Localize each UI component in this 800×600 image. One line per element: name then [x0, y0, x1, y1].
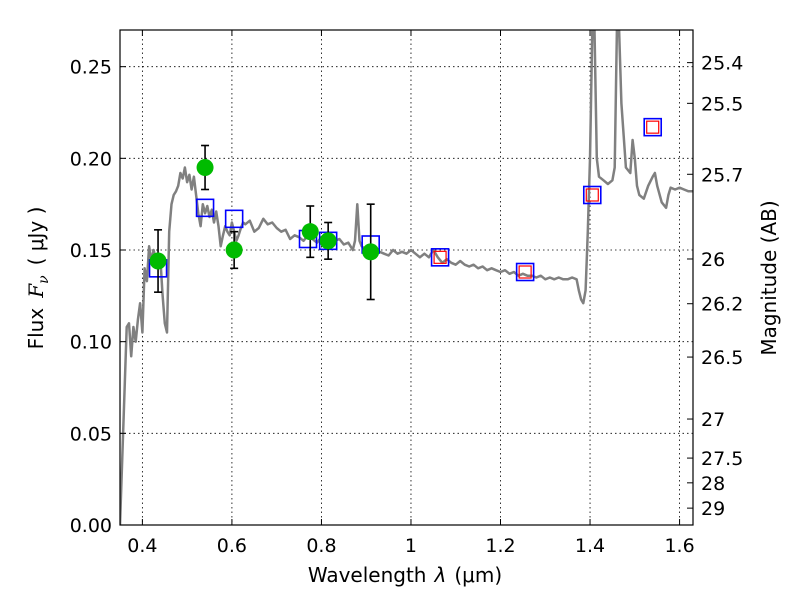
model-square-marker	[582, 185, 602, 205]
observed-circle-marker	[362, 243, 380, 261]
x-tick-label: 1	[405, 535, 417, 557]
axis-layer: 0.4 0.6 0.8 1 1.2 1.4 1.6 0.00 0.05 0.10 0.15 0.20 0…	[70, 29, 743, 557]
model-square-marker	[224, 209, 244, 229]
observed-square-marker	[518, 265, 532, 279]
y-tick-label: 0.10	[70, 332, 112, 354]
observed-circle-marker	[149, 252, 167, 270]
y-tick-label: 0.00	[70, 515, 112, 537]
model-square-marker	[515, 262, 535, 282]
spectrum-line	[120, 30, 693, 525]
x-tick-label: 0.6	[217, 535, 247, 557]
observed-circle-marker	[301, 223, 319, 241]
magnitude-tick-label: 26.5	[701, 347, 743, 369]
magnitude-tick-label: 26.2	[701, 294, 743, 316]
magnitude-tick-label: 28	[701, 473, 725, 495]
magnitude-tick-label: 29	[701, 498, 725, 520]
plot-layer	[120, 30, 693, 525]
model-square-marker	[643, 117, 663, 137]
observed-square-marker	[646, 120, 660, 134]
y-tick-label: 0.25	[70, 57, 112, 79]
observed-circle-marker	[319, 232, 337, 250]
plot-area	[120, 30, 693, 525]
x-tick-label: 0.4	[127, 535, 157, 557]
grid-layer	[120, 30, 693, 526]
observed-circle-marker	[225, 241, 243, 259]
model-square-marker	[430, 248, 450, 267]
x-tick-label: 0.8	[306, 535, 336, 557]
y2-axis-label: Magnitude (AB)	[757, 200, 781, 355]
plot-frame	[119, 29, 694, 526]
observed-circle-marker	[196, 159, 214, 176]
x-tick-label: 1.2	[485, 535, 515, 557]
y-tick-label: 0.15	[70, 240, 112, 262]
y-tick-label: 0.20	[70, 148, 112, 170]
y-axis-label: FluxFν( μJy )	[24, 207, 52, 350]
observed-square-marker	[433, 250, 447, 264]
x-tick-label: 1.4	[575, 535, 605, 557]
model-square-marker	[195, 198, 215, 218]
magnitude-tick-label: 26	[701, 249, 725, 271]
magnitude-tick-label: 25.7	[701, 164, 743, 186]
magnitude-tick-label: 27.5	[701, 448, 743, 470]
magnitude-tick-label: 25.5	[701, 93, 743, 115]
y-tick-label: 0.05	[70, 423, 112, 445]
x-axis-label: Wavelength λ (μm)	[308, 563, 502, 587]
magnitude-tick-label: 27	[701, 409, 725, 431]
observed-square-marker	[585, 188, 599, 202]
magnitude-tick-label: 25.4	[701, 53, 743, 75]
x-tick-label: 1.6	[664, 535, 694, 557]
